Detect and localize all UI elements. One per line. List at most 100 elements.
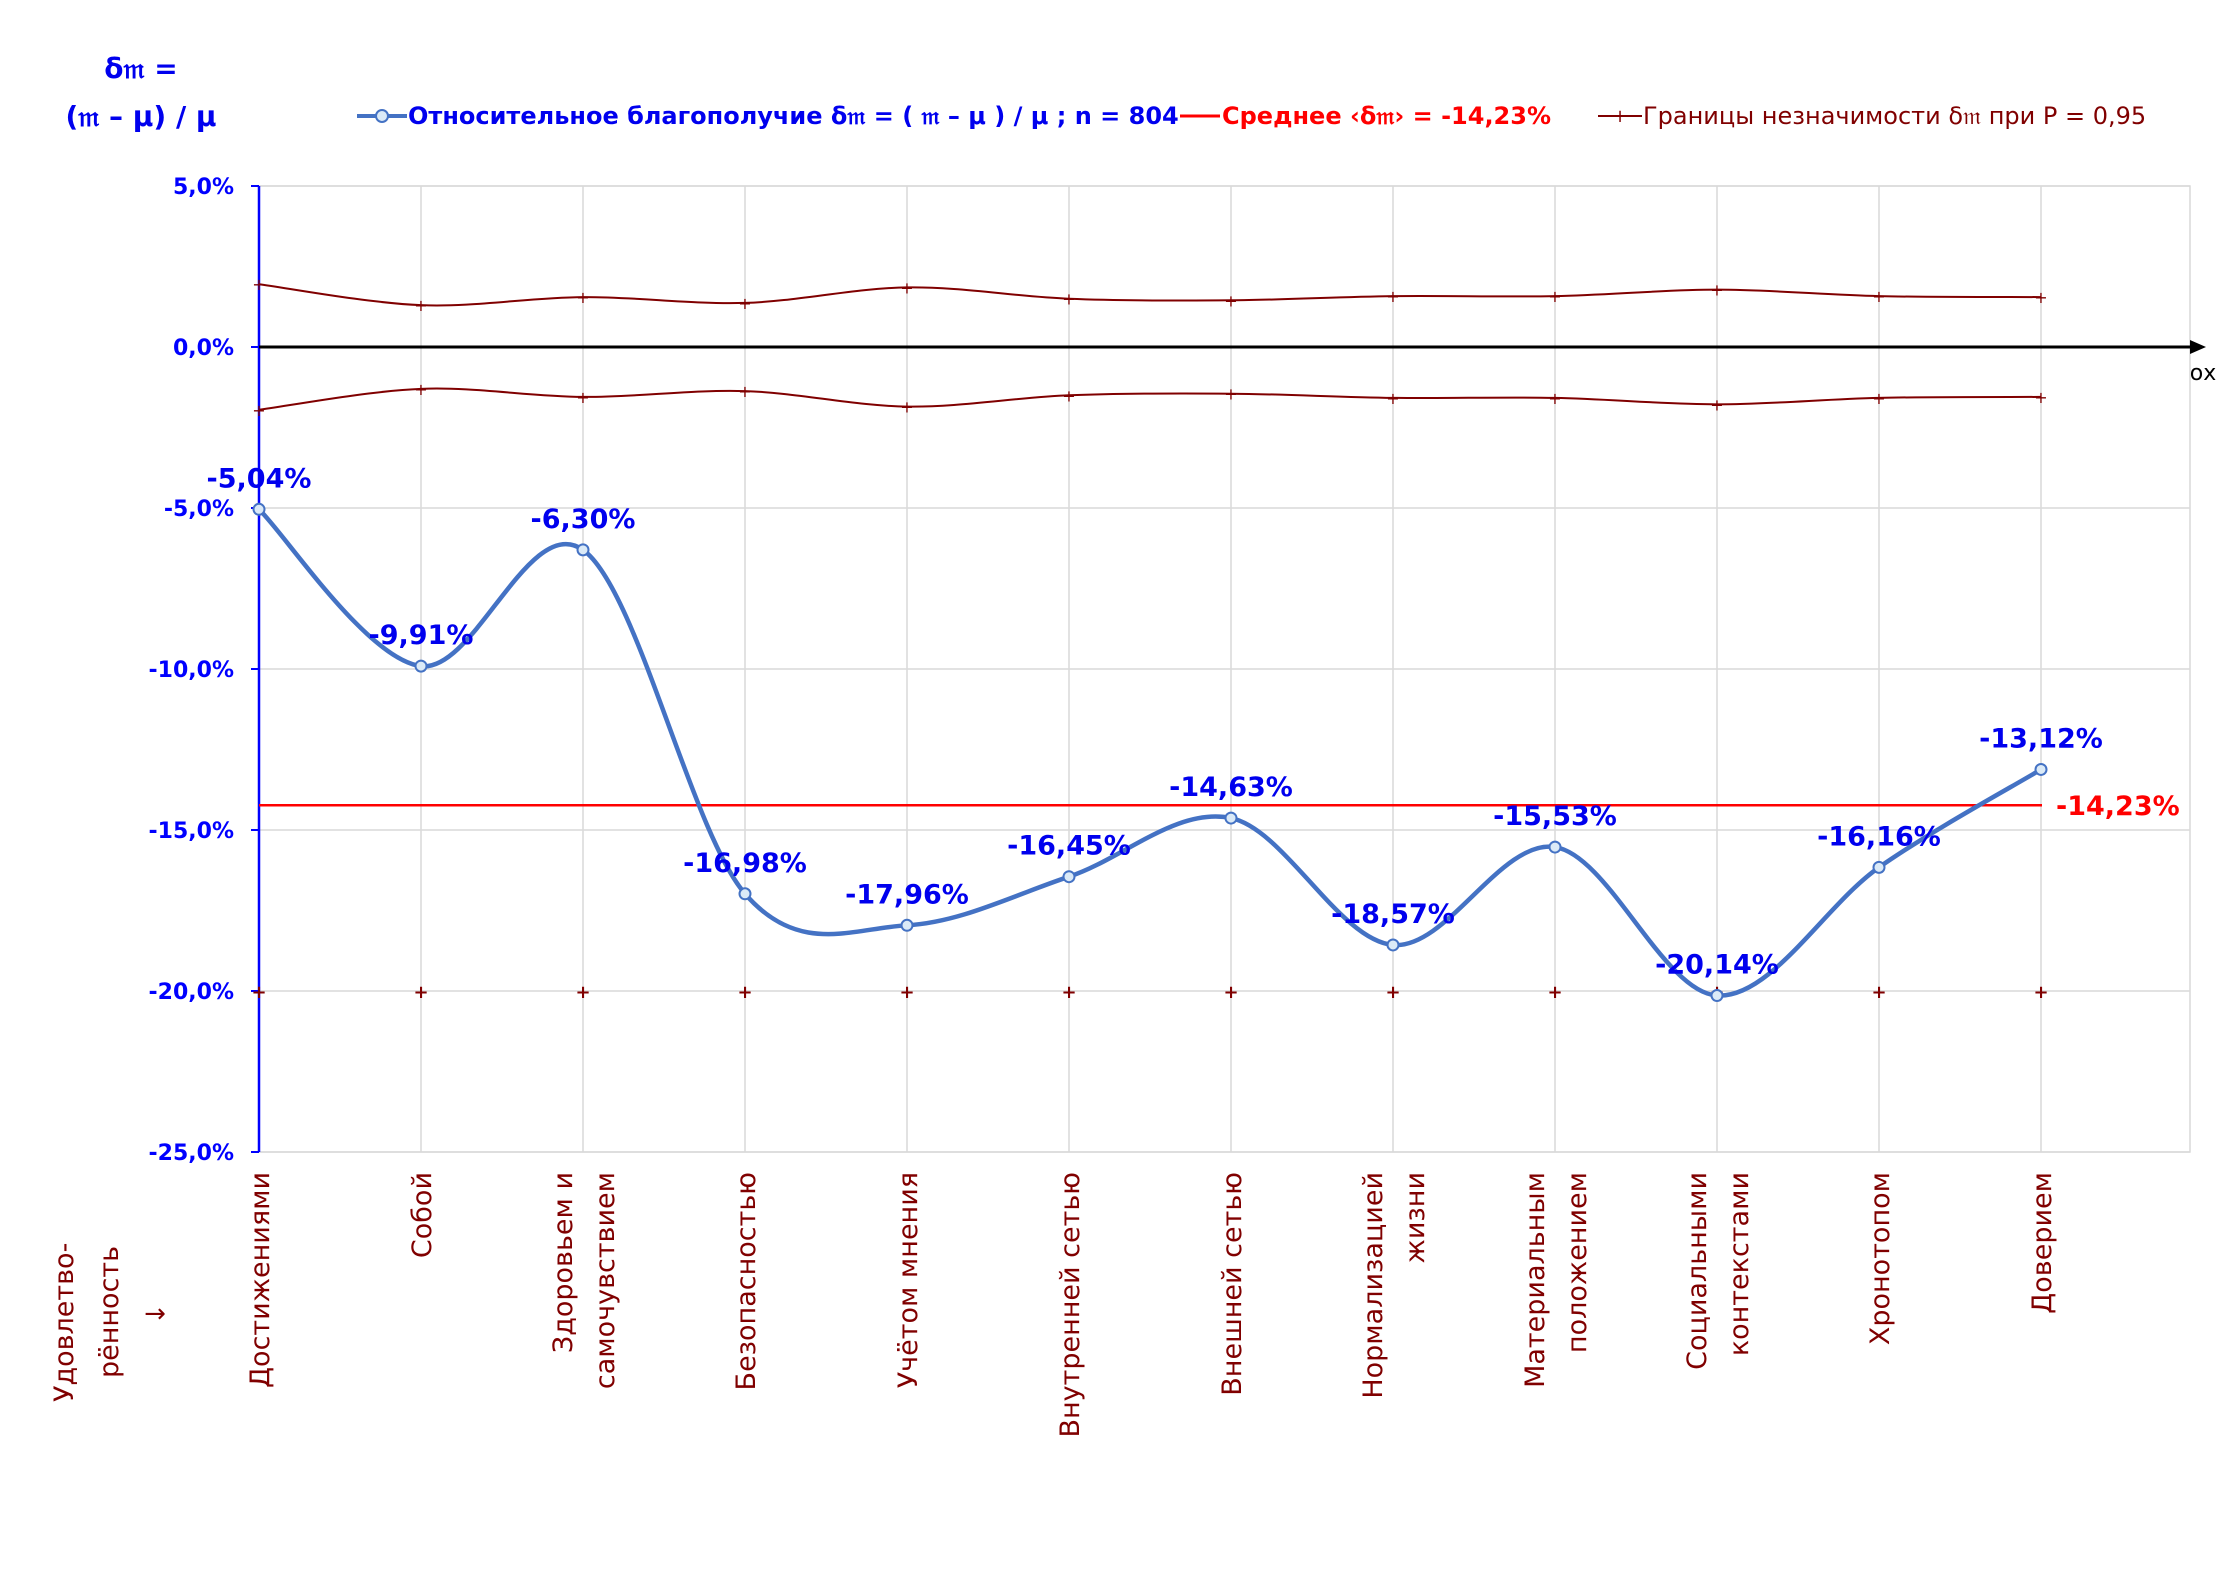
bound-marker: + (1224, 291, 1237, 310)
significance-bound-lower (258, 387, 2042, 411)
bound-marker: + (1710, 281, 1723, 300)
data-label: -18,57% (1331, 899, 1455, 930)
bound-row-marker: + (899, 982, 914, 1003)
x-axis-title-arrow: → (144, 1299, 166, 1329)
data-point (1872, 860, 1886, 874)
x-category-label-line: Здоровьем и (548, 1172, 579, 1353)
legend: Относительное благополучие δ𝔪 = ( 𝔪 – μ … (357, 102, 2146, 130)
y-tick-label: 5,0% (173, 175, 234, 200)
data-point (414, 659, 428, 673)
x-category-label-line: Безопасностью (731, 1172, 762, 1390)
bound-marker: + (252, 401, 265, 420)
bound-marker: + (414, 380, 427, 399)
bound-row-marker: + (251, 982, 266, 1003)
x-category-label-line: Внешней сетью (1217, 1172, 1248, 1396)
data-label: -9,91% (369, 620, 474, 651)
x-category-label: Внешней сетью (1217, 1172, 1248, 1396)
x-axis-name: ох (2190, 361, 2216, 386)
x-category-label: Материальным положением (1520, 1172, 1593, 1388)
legend-item-significance-bounds: + Границы незначимости δ𝔪 при Р = 0,95 (1598, 102, 2146, 130)
bound-marker: + (1386, 389, 1399, 408)
bound-marker: + (1872, 287, 1885, 306)
data-point (1548, 840, 1562, 854)
y-tick-label: -20,0% (149, 980, 234, 1005)
legend-label-relative-wellbeing: Относительное благополучие δ𝔪 = ( 𝔪 – μ … (408, 102, 1179, 130)
x-category-label-line: Внутренней сетью (1055, 1172, 1086, 1438)
legend-label-significance-bounds: Границы незначимости δ𝔪 при Р = 0,95 (1643, 102, 2146, 130)
data-point (738, 887, 752, 901)
bound-marker: + (900, 278, 913, 297)
relative-wellbeing-series: -5,04% -9,91% -6,30% -16,98% -17,96% -16,45% -… (207, 463, 2103, 1003)
bound-marker: + (2034, 288, 2047, 307)
legend-item-mean: Среднее ‹δ𝔪› = -14,23% (1180, 102, 1551, 130)
data-label: -13,12% (1979, 723, 2103, 754)
x-category-label-line: контекстами (1724, 1172, 1755, 1356)
data-label: -16,16% (1817, 821, 1941, 852)
series-line (257, 507, 2043, 998)
data-point (252, 502, 266, 516)
x-axis-title: Удовлетво- рённость → (49, 1243, 166, 1402)
bound-row-marker: + (413, 982, 428, 1003)
significance-bound-upper (258, 283, 2042, 307)
x-category-label-line: самочувствием (590, 1172, 621, 1389)
data-label: -5,04% (207, 463, 312, 494)
bound-marker: + (738, 294, 751, 313)
data-point (576, 543, 590, 557)
bound-marker: + (414, 296, 427, 315)
data-point (2034, 762, 2048, 776)
data-label: -17,96% (845, 879, 969, 910)
x-axis-title-line1: Удовлетво- (49, 1243, 80, 1402)
x-axis-title-line2: рённость (94, 1246, 125, 1378)
bound-marker: + (576, 388, 589, 407)
x-category-label-line: Нормализацией (1358, 1172, 1389, 1399)
bound-row-marker: + (2033, 982, 2048, 1003)
x-category-label-line: Достижениями (245, 1172, 276, 1388)
x-category-label: Доверием (2027, 1172, 2058, 1314)
axes: 5,0% 0,0% -5,0% -10,0% -15,0% -20,0% -25,0% ох (149, 175, 2217, 1166)
bound-marker: + (1872, 389, 1885, 408)
bound-marker: + (900, 398, 913, 417)
y-tick-label: 0,0% (173, 336, 234, 361)
x-category-label: Здоровьем и самочувствием (548, 1172, 621, 1389)
data-point (1224, 811, 1238, 825)
x-category-label: Хронотопом (1865, 1172, 1896, 1345)
x-category-label-line: Учётом мнения (893, 1172, 924, 1388)
significance-bounds: ++++++++++++++++++++++++++++++++++++ (251, 275, 2048, 1003)
data-label: -14,63% (1169, 772, 1293, 803)
bound-marker: + (1386, 287, 1399, 306)
x-category-label: Достижениями (245, 1172, 276, 1388)
y-tick-label: -5,0% (164, 497, 234, 522)
bound-row-marker: + (1061, 982, 1076, 1003)
x-category-labels: Достижениями Собой Здоровьем и самочувствие… (245, 1172, 2058, 1438)
bound-marker: + (1710, 395, 1723, 414)
bound-row-marker: + (1385, 982, 1400, 1003)
x-category-label-line: положением (1562, 1172, 1593, 1353)
y-tick-label: -25,0% (149, 1141, 234, 1166)
data-label: -16,98% (683, 848, 807, 879)
bound-marker: + (1062, 290, 1075, 309)
y-axis-title-line1: δ𝔪 = (104, 52, 178, 85)
data-point (1710, 989, 1724, 1003)
bound-row-marker: + (575, 982, 590, 1003)
data-label: -15,53% (1493, 801, 1617, 832)
bound-marker: + (1224, 385, 1237, 404)
bound-marker: + (252, 275, 265, 294)
x-category-label: Нормализацией жизни (1358, 1172, 1431, 1399)
bound-marker: + (2034, 388, 2047, 407)
x-category-label-line: Хронотопом (1865, 1172, 1896, 1345)
mean-value-label: -14,23% (2056, 791, 2180, 822)
bound-row-marker: + (737, 982, 752, 1003)
x-category-label: Учётом мнения (893, 1172, 924, 1388)
bound-marker: + (1548, 389, 1561, 408)
mean-line-group: -14,23% (259, 791, 2180, 822)
data-point (900, 918, 914, 932)
data-label: -6,30% (531, 504, 636, 535)
data-point (1386, 938, 1400, 952)
bound-marker: + (1062, 386, 1075, 405)
svg-text:+: + (1612, 106, 1627, 127)
data-label: -16,45% (1007, 831, 1131, 862)
bound-row-marker: + (1223, 982, 1238, 1003)
bound-marker: + (738, 382, 751, 401)
y-tick-label: -15,0% (149, 819, 234, 844)
